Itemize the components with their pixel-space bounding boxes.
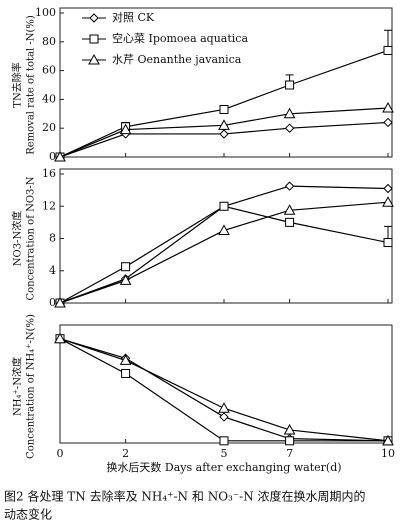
marker [219, 104, 229, 114]
y-tick-label: 60 [42, 64, 56, 77]
marker [383, 117, 393, 128]
marker [382, 434, 394, 446]
marker [218, 224, 230, 235]
series-line [59, 49, 389, 158]
marker [285, 436, 295, 446]
x-tick-label: 10 [381, 447, 395, 460]
marker [283, 204, 296, 215]
y-tick-label: 4 [49, 264, 56, 277]
y-axis-label: TN去除率 [11, 62, 24, 107]
legend-label: 空心菜 Ipomoea aquatica [112, 31, 248, 45]
caption: 动态变化 [4, 507, 52, 522]
y-tick-label: 0 [49, 296, 56, 309]
y-tick-label: 16 [42, 167, 56, 180]
y-axis-label: Removal rate of total -N(%) [26, 15, 37, 155]
x-tick-label: 7 [286, 447, 293, 460]
marker [89, 13, 99, 23]
marker [54, 332, 66, 344]
marker [219, 129, 229, 139]
marker [382, 196, 394, 207]
series-line [59, 338, 389, 442]
marker [219, 412, 229, 422]
y-tick-label: 12 [42, 199, 56, 212]
series-line [59, 338, 389, 442]
legend-label: 对照 CK [112, 10, 155, 24]
marker [88, 53, 100, 65]
marker [119, 123, 132, 135]
marker [218, 119, 230, 130]
y-tick-label: 8 [49, 232, 56, 245]
x-tick-label: 0 [57, 447, 64, 460]
marker [383, 45, 393, 55]
marker [119, 274, 132, 285]
y-axis-label: NO3-N浓度 [11, 211, 24, 266]
marker [219, 201, 229, 211]
marker [284, 181, 295, 191]
marker [285, 80, 295, 90]
series-line [59, 201, 389, 304]
marker [219, 436, 229, 446]
x-tick-label: 5 [221, 447, 228, 460]
marker [89, 34, 99, 44]
series-line [59, 205, 389, 304]
y-axis-label: Concentration of NH₄⁺-N(%) [26, 314, 37, 459]
y-tick-label: 100 [35, 6, 56, 19]
legend-label: 水芹 Oenanthe javanica [112, 53, 242, 66]
marker [121, 368, 131, 378]
x-axis-label: 换水后天数 Days after exchanging water(d) [106, 460, 341, 474]
y-tick-label: 20 [42, 121, 56, 134]
marker [54, 150, 66, 162]
marker [121, 262, 131, 272]
marker [383, 238, 393, 248]
y-axis-label: NH₄⁺-N浓度 [11, 357, 24, 416]
marker [284, 123, 295, 133]
x-tick-label: 2 [122, 447, 129, 460]
marker [285, 217, 295, 227]
y-tick-label: 0 [49, 150, 56, 163]
y-tick-label: 80 [42, 35, 56, 48]
marker [218, 402, 230, 413]
marker [54, 296, 66, 308]
caption: 图2 各处理 TN 去除率及 NH₄⁺-N 和 NO₃⁻-N 浓度在换水周期内的 [4, 489, 366, 504]
series-line [59, 338, 388, 442]
plot-frame [59, 7, 393, 158]
y-tick-label: 40 [42, 92, 56, 105]
marker [383, 183, 393, 194]
marker [119, 354, 132, 365]
marker [283, 423, 296, 435]
y-axis-label: Concentration of NO3-N [26, 176, 37, 300]
marker [382, 102, 394, 113]
marker [283, 107, 296, 119]
plot-frame [59, 168, 393, 304]
plot-frame [59, 324, 393, 444]
